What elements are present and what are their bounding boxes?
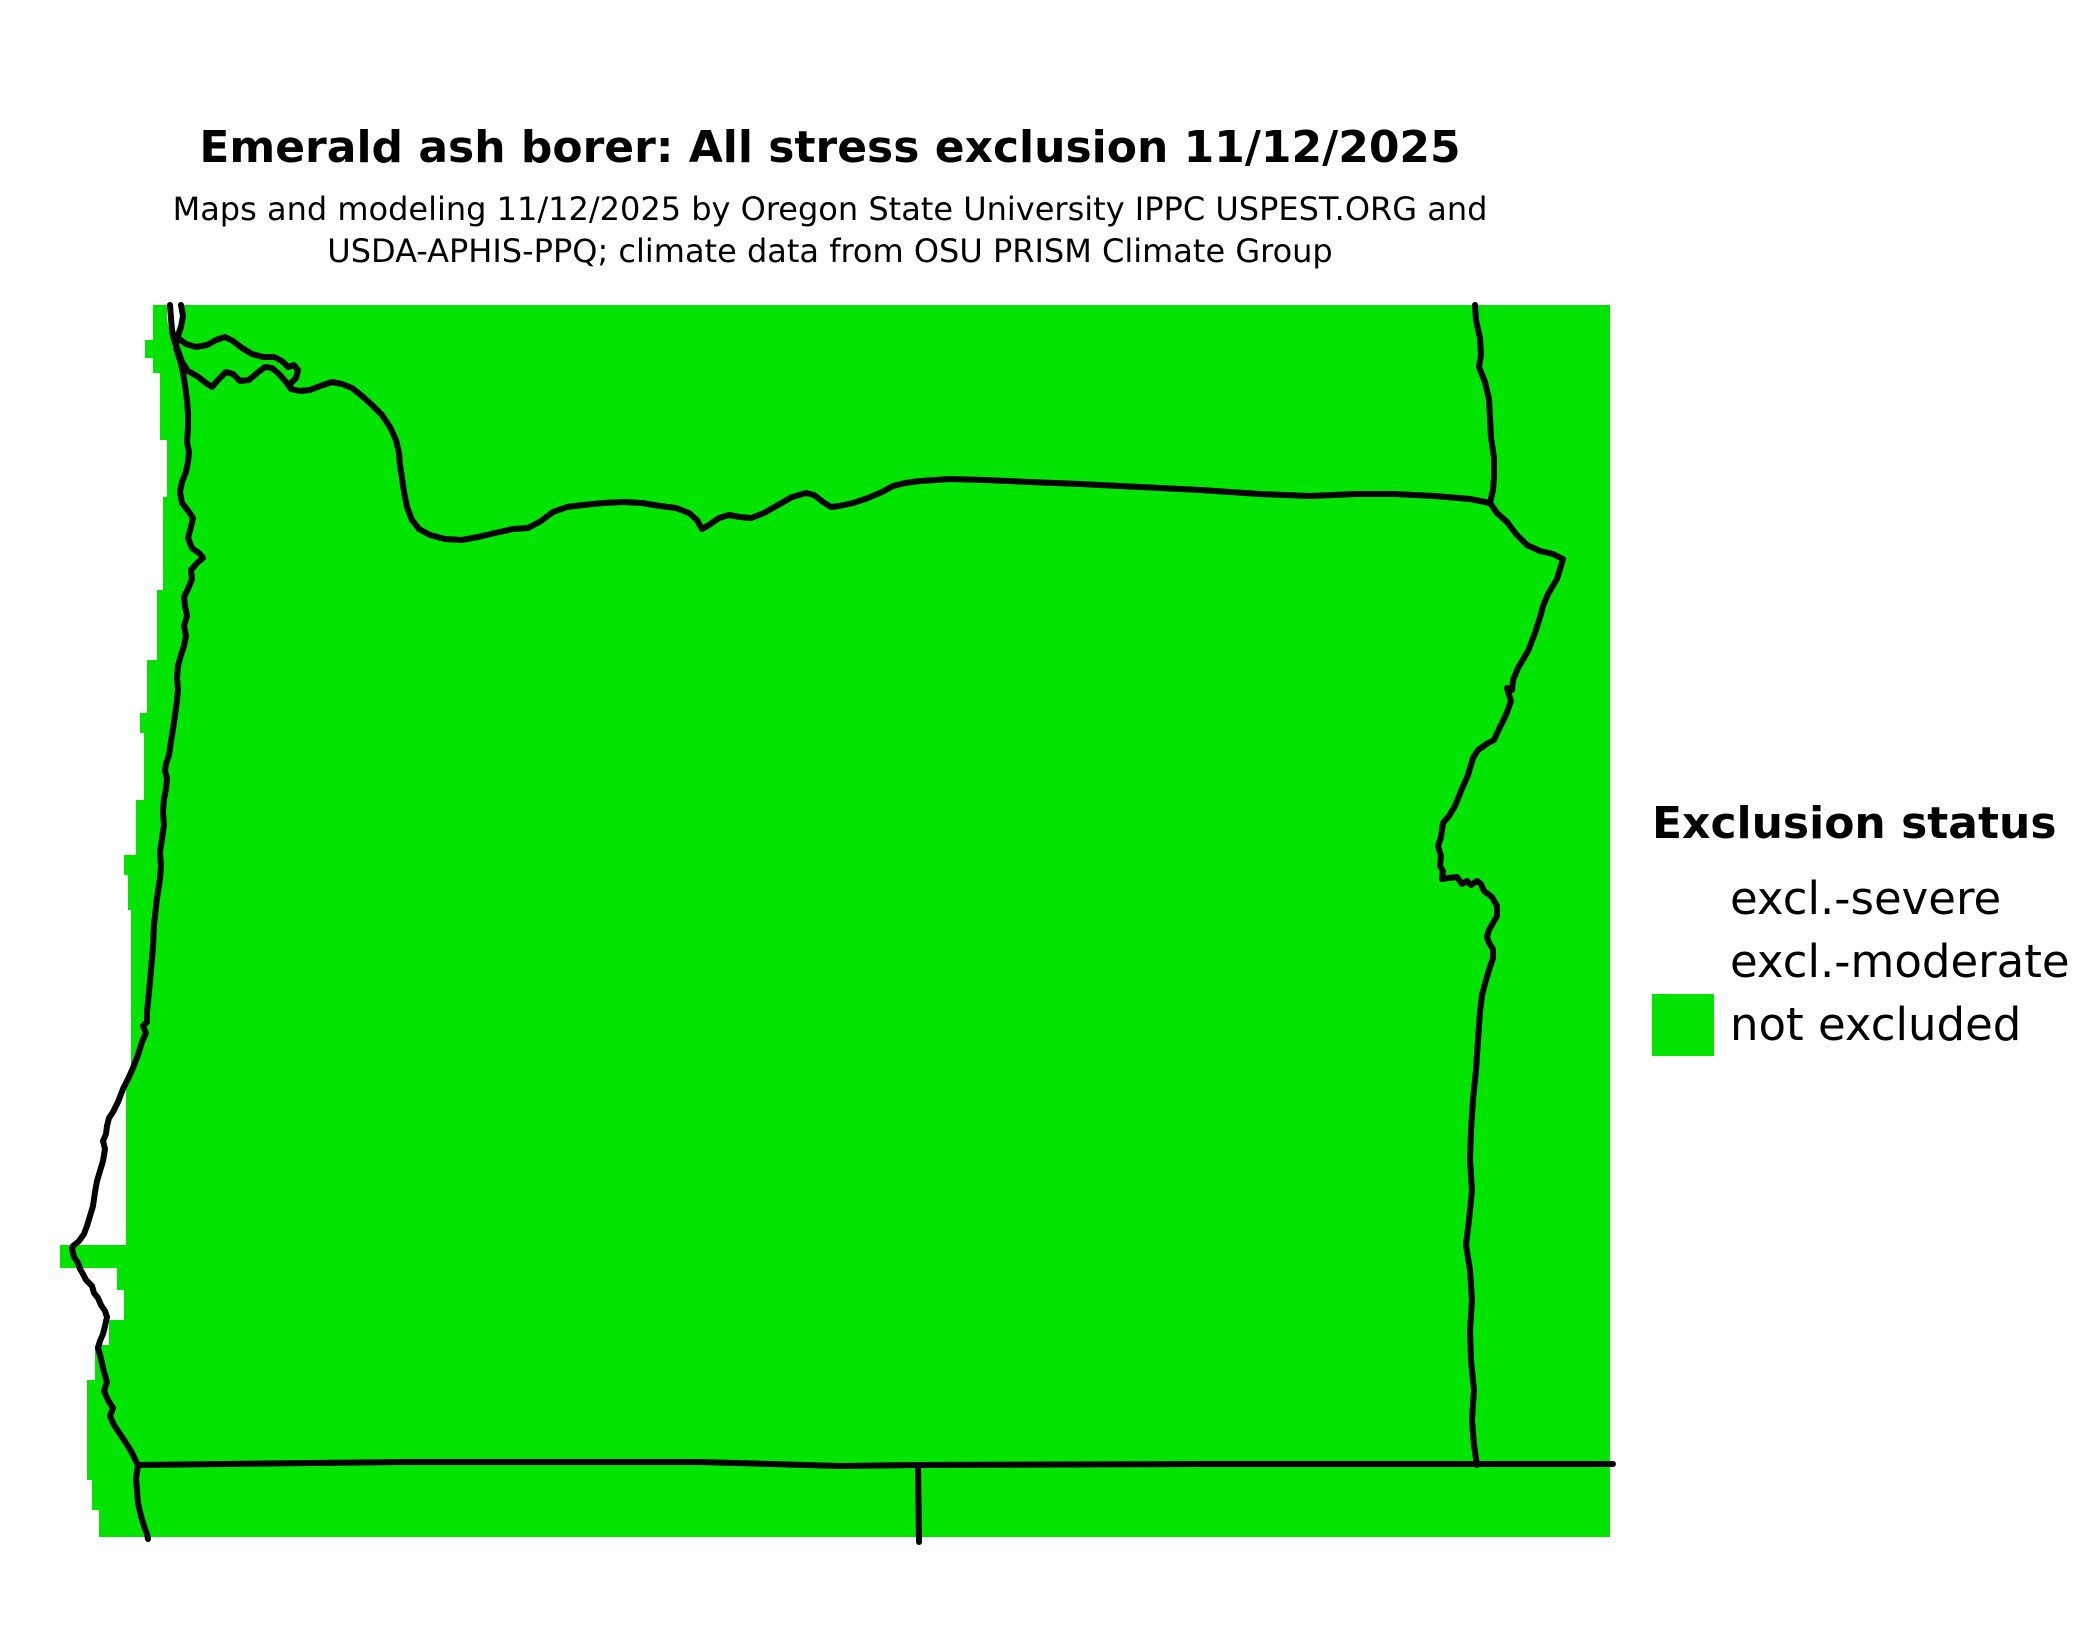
nevada-border bbox=[915, 1462, 922, 1545]
moderate-swatch bbox=[1652, 930, 1714, 993]
idaho-border bbox=[1435, 302, 1566, 1468]
columbia-river-border bbox=[167, 302, 1493, 543]
subtitle-line-1: Maps and modeling 11/12/2025 by Oregon S… bbox=[172, 190, 1488, 228]
subtitle-line-2: USDA-APHIS-PPQ; climate data from OSU PR… bbox=[327, 232, 1333, 270]
columbia-north-bank bbox=[175, 334, 301, 392]
legend-item-label: excl.-severe bbox=[1730, 872, 2002, 925]
page-title: Emerald ash borer: All stress exclusion … bbox=[199, 122, 1461, 173]
severe-swatch bbox=[1652, 867, 1714, 930]
legend-item-not-excluded: not excluded bbox=[1652, 993, 2070, 1056]
legend-item-label: excl.-moderate bbox=[1730, 935, 2070, 988]
coastline-border bbox=[69, 345, 206, 1542]
not-excluded-swatch bbox=[1652, 993, 1714, 1056]
california-border bbox=[135, 1459, 1616, 1469]
page-subtitle: Maps and modeling 11/12/2025 by Oregon S… bbox=[0, 188, 1660, 272]
legend-item-severe: excl.-severe bbox=[1652, 867, 2070, 930]
legend: Exclusion status excl.-severe excl.-mode… bbox=[1652, 798, 2070, 1056]
legend-item-label: not excluded bbox=[1730, 998, 2022, 1051]
map-land-area bbox=[60, 305, 1610, 1537]
legend-title: Exclusion status bbox=[1652, 798, 2057, 849]
legend-item-moderate: excl.-moderate bbox=[1652, 930, 2070, 993]
